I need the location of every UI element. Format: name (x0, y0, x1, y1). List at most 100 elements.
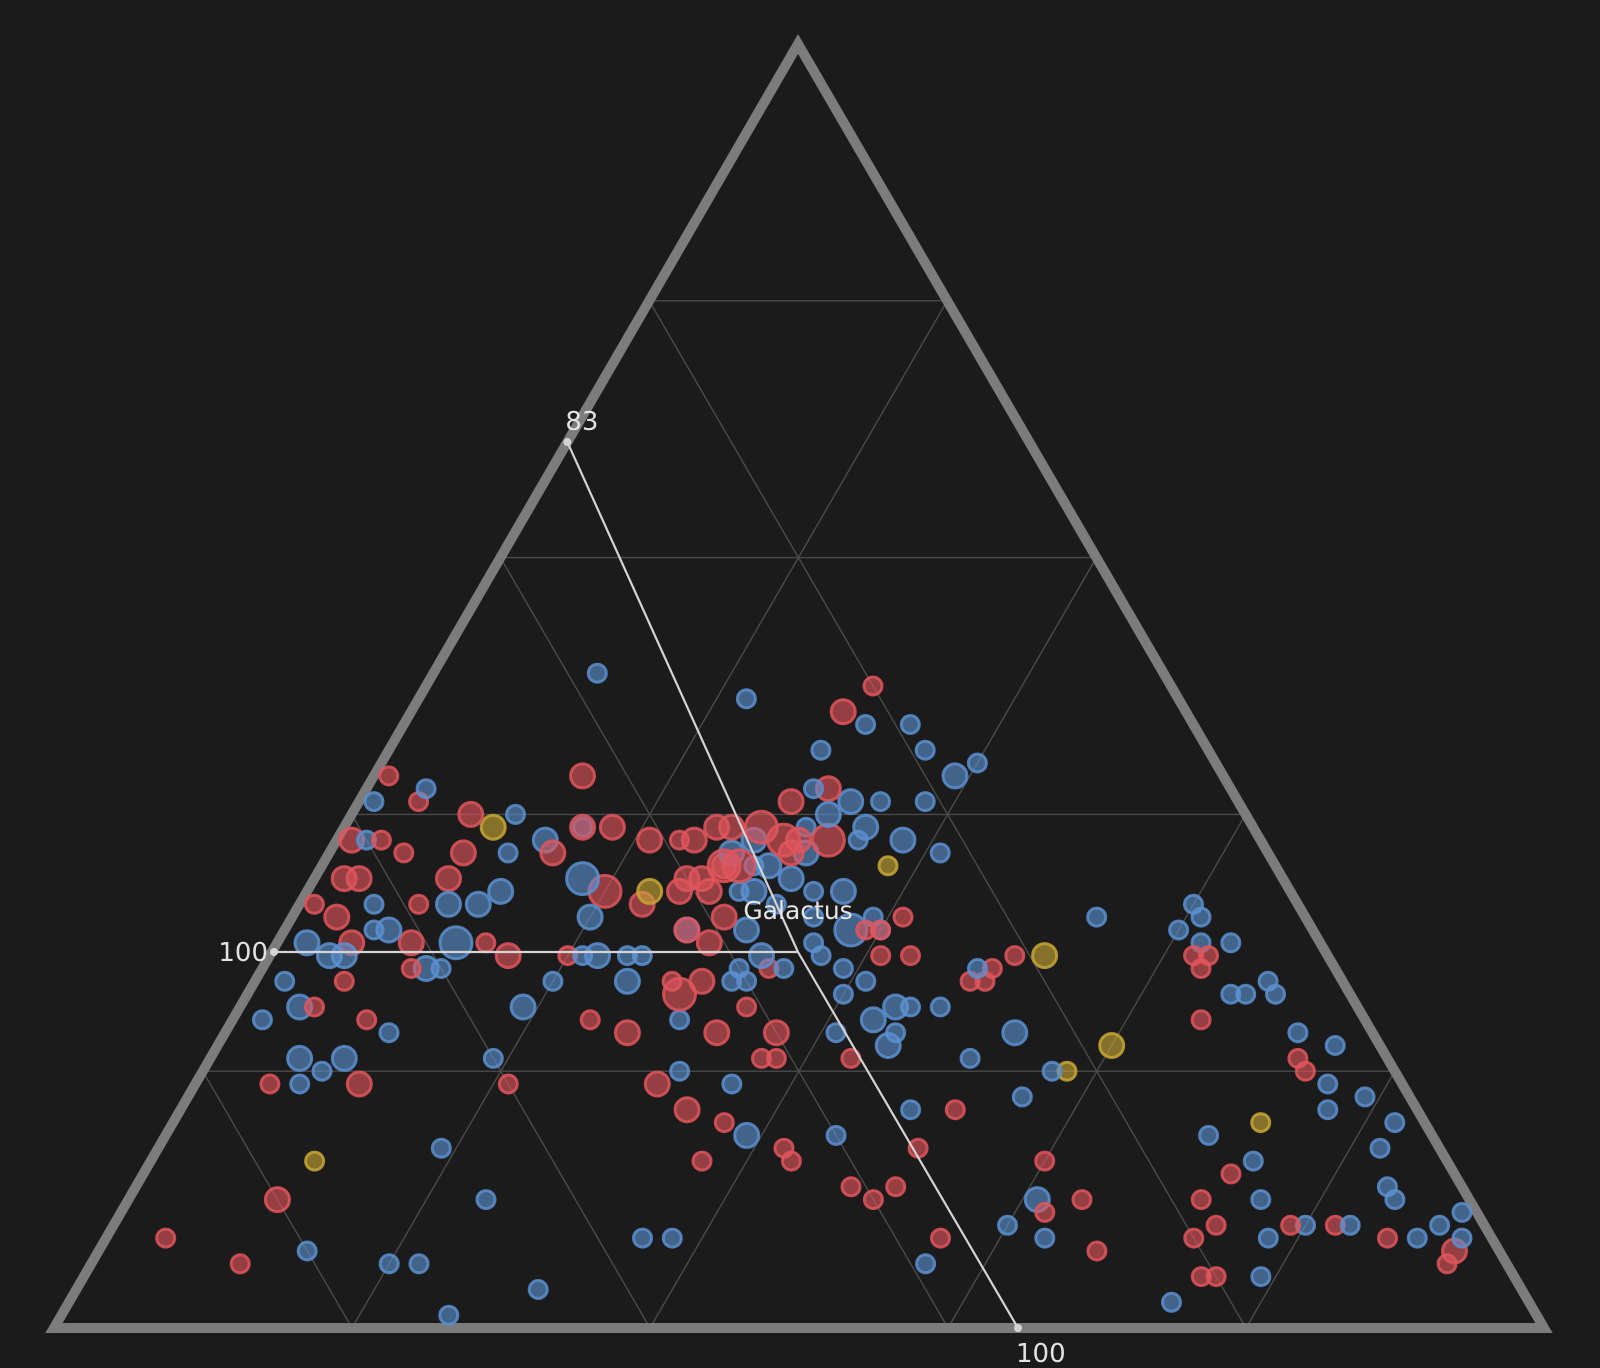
data-point-red[interactable] (840, 1176, 862, 1198)
data-point-red[interactable] (829, 698, 857, 726)
data-point-blue[interactable] (967, 958, 988, 979)
data-point-blue[interactable] (1250, 1266, 1272, 1288)
data-point-blue[interactable] (330, 1044, 358, 1072)
data-point-blue[interactable] (915, 1253, 937, 1275)
data-point-red[interactable] (900, 945, 921, 967)
data-point-yellow[interactable] (636, 877, 664, 905)
data-point-blue[interactable] (810, 945, 832, 967)
data-point-blue[interactable] (274, 970, 296, 992)
data-point-blue[interactable] (1429, 1214, 1451, 1236)
data-point-red[interactable] (370, 829, 392, 851)
data-point-red[interactable] (345, 1070, 373, 1098)
data-point-red[interactable] (1190, 1266, 1212, 1288)
data-point-red[interactable] (598, 813, 626, 841)
data-point-blue[interactable] (542, 970, 564, 992)
data-point-blue[interactable] (1339, 1214, 1361, 1236)
data-point-red[interactable] (691, 1150, 713, 1172)
data-point-blue[interactable] (487, 877, 515, 905)
data-point-red[interactable] (703, 1019, 731, 1047)
data-point-blue[interactable] (814, 800, 842, 828)
data-point-blue[interactable] (803, 906, 825, 928)
data-point-blue[interactable] (829, 877, 857, 905)
data-point-blue[interactable] (959, 1047, 981, 1069)
data-point-red[interactable] (497, 1073, 519, 1095)
data-point-red[interactable] (569, 762, 596, 790)
data-point-blue[interactable] (899, 714, 921, 735)
data-point-blue[interactable] (733, 916, 760, 944)
data-point-blue[interactable] (1250, 1189, 1272, 1211)
data-point-red[interactable] (810, 822, 846, 858)
data-point-yellow[interactable] (479, 813, 507, 841)
data-point-red[interactable] (721, 848, 757, 884)
data-point-red[interactable] (1205, 1214, 1227, 1236)
data-point-red[interactable] (449, 839, 477, 867)
data-point-red[interactable] (718, 813, 746, 841)
data-point-blue[interactable] (497, 842, 519, 864)
data-point-blue[interactable] (1001, 1019, 1029, 1047)
data-point-blue[interactable] (929, 996, 951, 1018)
data-point-blue[interactable] (1161, 1291, 1182, 1313)
data-point-blue[interactable] (777, 865, 805, 893)
data-point-blue[interactable] (721, 970, 743, 992)
data-point-red[interactable] (613, 1019, 641, 1047)
data-point-blue[interactable] (855, 714, 877, 735)
data-point-blue[interactable] (900, 996, 921, 1018)
data-point-blue[interactable] (1034, 1227, 1056, 1249)
data-point-red[interactable] (680, 826, 708, 854)
data-point-blue[interactable] (464, 890, 492, 918)
data-point-blue[interactable] (825, 1124, 847, 1146)
data-point-red[interactable] (408, 893, 430, 915)
data-point-red[interactable] (263, 1186, 291, 1214)
data-point-red[interactable] (1190, 1189, 1212, 1211)
data-point-red[interactable] (777, 788, 805, 816)
data-point-yellow[interactable] (1250, 1112, 1272, 1134)
data-point-blue[interactable] (669, 1009, 691, 1031)
data-point-blue[interactable] (613, 967, 641, 995)
data-point-blue[interactable] (438, 1304, 460, 1326)
data-point-red[interactable] (673, 865, 701, 893)
data-point-blue[interactable] (296, 1240, 318, 1262)
data-point-blue[interactable] (859, 1006, 887, 1034)
data-point-blue[interactable] (1235, 983, 1257, 1005)
data-point-red[interactable] (762, 1019, 790, 1047)
data-point-blue[interactable] (1369, 1137, 1391, 1159)
data-point-blue[interactable] (286, 1044, 314, 1072)
data-point-blue[interactable] (855, 970, 877, 992)
data-point-blue[interactable] (408, 1253, 430, 1275)
data-point-blue[interactable] (870, 791, 891, 813)
data-point-red[interactable] (662, 976, 697, 1012)
data-point-blue[interactable] (1041, 1060, 1063, 1082)
data-point-red[interactable] (378, 765, 400, 787)
data-point-red[interactable] (673, 916, 701, 944)
data-point-red[interactable] (1220, 1163, 1242, 1185)
data-point-blue[interactable] (1011, 1086, 1033, 1108)
data-point-blue[interactable] (1287, 1022, 1309, 1044)
data-point-red[interactable] (736, 996, 758, 1018)
data-point-blue[interactable] (735, 688, 757, 710)
data-point-blue[interactable] (755, 852, 783, 880)
data-point-red[interactable] (862, 1189, 884, 1211)
data-point-blue[interactable] (1220, 932, 1242, 954)
data-point-red[interactable] (259, 1073, 281, 1095)
data-point-blue[interactable] (375, 916, 403, 944)
data-point-red[interactable] (944, 1099, 966, 1121)
data-point-blue[interactable] (315, 942, 343, 970)
data-point-blue[interactable] (803, 880, 825, 902)
data-point-blue[interactable] (803, 778, 824, 800)
data-point-blue[interactable] (1406, 1227, 1428, 1249)
data-point-blue[interactable] (832, 958, 854, 979)
data-point-red[interactable] (870, 945, 892, 967)
data-point-blue[interactable] (378, 1022, 400, 1044)
data-point-blue[interactable] (914, 739, 936, 761)
data-point-red[interactable] (303, 893, 325, 915)
data-point-red[interactable] (1004, 945, 1026, 967)
data-point-red[interactable] (1190, 1009, 1212, 1031)
data-point-blue[interactable] (1324, 1035, 1346, 1056)
data-point-blue[interactable] (363, 791, 385, 813)
data-point-blue[interactable] (1451, 1227, 1473, 1249)
data-point-blue[interactable] (669, 1060, 691, 1082)
data-point-blue[interactable] (1354, 1086, 1376, 1108)
data-point-blue[interactable] (1198, 1124, 1220, 1146)
data-point-red[interactable] (1183, 1227, 1205, 1249)
data-point-yellow[interactable] (1031, 942, 1059, 970)
